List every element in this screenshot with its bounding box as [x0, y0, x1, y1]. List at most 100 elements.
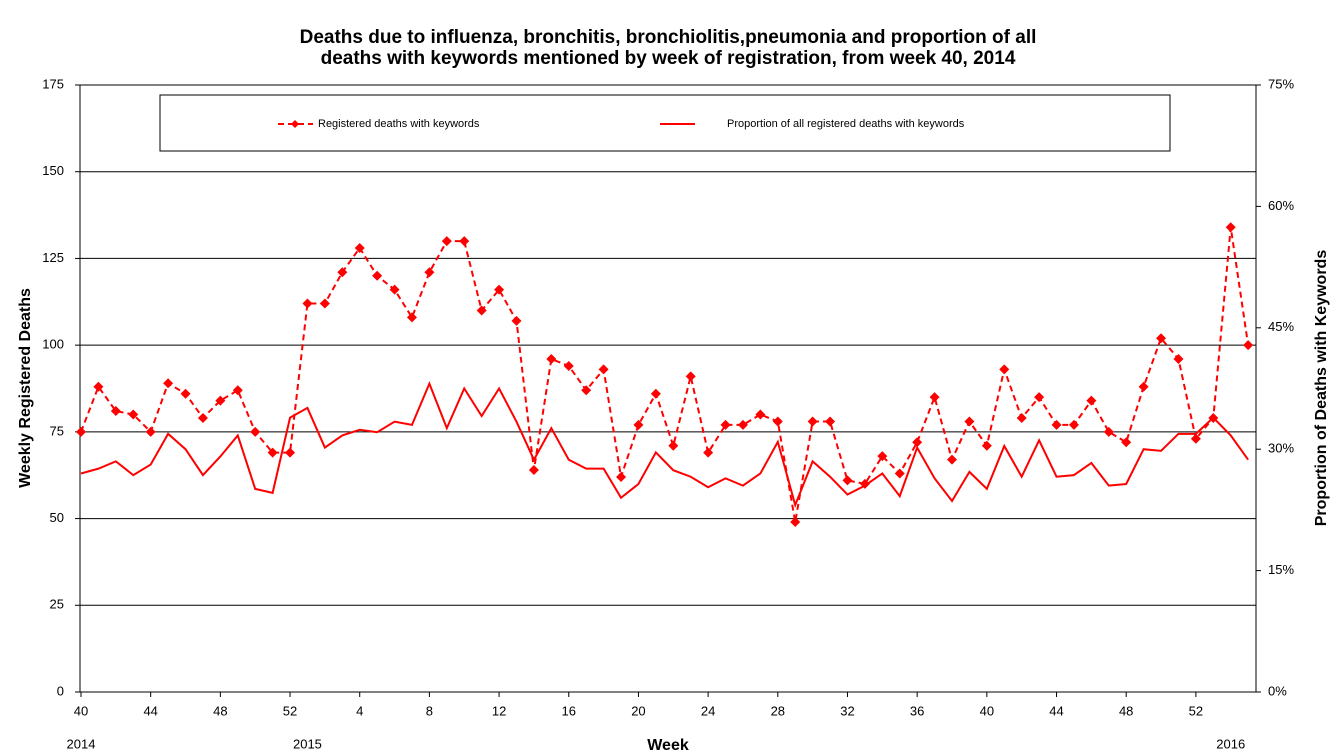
data-point: [1103, 426, 1114, 437]
data-point: [685, 371, 696, 382]
y-tick-label: 25: [50, 597, 64, 612]
data-point: [285, 447, 296, 458]
data-point: [633, 419, 644, 430]
data-point: [581, 385, 592, 396]
data-point: [93, 381, 104, 392]
x-tick-label: 40: [980, 703, 994, 718]
y-tick-label: 0: [57, 683, 64, 698]
x-tick-label: 20: [631, 703, 645, 718]
legend-label: Registered deaths with keywords: [318, 118, 480, 130]
y-axis-title: Weekly Registered Deaths: [17, 288, 34, 488]
data-point: [197, 412, 208, 423]
y2-tick-label: 60%: [1268, 198, 1294, 213]
legend-marker: [291, 120, 299, 128]
y-tick-label: 75: [50, 423, 64, 438]
data-point: [929, 392, 940, 403]
data-point: [703, 447, 714, 458]
data-point: [598, 364, 609, 375]
data-point: [215, 395, 226, 406]
year-label: 2016: [1216, 736, 1245, 751]
data-point: [337, 267, 348, 278]
x-tick-label: 52: [283, 703, 297, 718]
data-point: [1016, 412, 1027, 423]
data-point: [1243, 340, 1254, 351]
data-point: [476, 305, 487, 316]
data-point: [406, 312, 417, 323]
y-tick-label: 175: [42, 76, 64, 91]
data-point: [894, 468, 905, 479]
data-point: [1086, 395, 1097, 406]
x-tick-label: 48: [213, 703, 227, 718]
data-point: [76, 426, 86, 437]
data-point: [563, 360, 574, 371]
data-point: [981, 440, 992, 451]
y2-tick-label: 15%: [1268, 562, 1294, 577]
y-tick-label: 50: [50, 510, 64, 525]
data-point: [110, 406, 121, 417]
x-tick-label: 4: [356, 703, 363, 718]
year-label: 2015: [293, 736, 322, 751]
data-point: [250, 426, 261, 437]
y2-axis-title: Proportion of Deaths with Keywords: [1313, 250, 1330, 527]
data-point: [511, 315, 522, 326]
data-point: [546, 354, 557, 365]
year-label: 2014: [67, 736, 96, 751]
data-point: [528, 465, 539, 476]
data-point: [999, 364, 1010, 375]
data-point: [668, 440, 679, 451]
data-point: [302, 298, 313, 309]
data-point: [1190, 433, 1201, 444]
data-point: [964, 416, 975, 427]
data-point: [1225, 222, 1236, 233]
y2-tick-label: 45%: [1268, 319, 1294, 334]
data-point: [459, 236, 470, 247]
x-tick-label: 16: [562, 703, 576, 718]
data-point: [947, 454, 957, 465]
data-point: [842, 475, 853, 486]
data-point: [737, 419, 748, 430]
y2-tick-label: 0%: [1268, 683, 1287, 698]
data-point: [912, 437, 923, 448]
x-tick-label: 24: [701, 703, 715, 718]
data-point: [354, 243, 365, 254]
series-line: [80, 227, 1250, 523]
data-point: [372, 270, 383, 281]
data-point: [772, 416, 783, 427]
data-point: [389, 284, 400, 295]
y2-tick-label: 75%: [1268, 76, 1294, 91]
x-tick-label: 48: [1119, 703, 1133, 718]
data-point: [1034, 392, 1045, 403]
data-point: [1121, 437, 1132, 448]
data-point: [1173, 354, 1184, 365]
data-point: [1156, 333, 1167, 344]
data-point: [232, 385, 243, 396]
x-tick-label: 28: [771, 703, 785, 718]
x-tick-label: 32: [840, 703, 854, 718]
data-point: [180, 388, 191, 399]
data-point: [720, 419, 731, 430]
x-tick-label: 40: [74, 703, 88, 718]
data-point: [128, 409, 139, 420]
x-axis-title: Week: [647, 737, 689, 754]
data-point: [424, 267, 435, 278]
legend-label: Proportion of all registered deaths with…: [727, 118, 965, 130]
data-point: [650, 388, 661, 399]
data-point: [441, 236, 452, 247]
data-point: [319, 298, 330, 309]
x-tick-label: 36: [910, 703, 924, 718]
x-tick-label: 52: [1189, 703, 1203, 718]
data-point: [267, 447, 278, 458]
chart-title: deaths with keywords mentioned by week o…: [321, 48, 1016, 69]
x-tick-label: 44: [1049, 703, 1063, 718]
data-point: [145, 426, 156, 437]
data-point: [790, 517, 801, 528]
data-point: [163, 378, 174, 389]
chart-title: Deaths due to influenza, bronchitis, bro…: [300, 27, 1037, 48]
y2-tick-label: 30%: [1268, 441, 1294, 456]
data-point: [877, 451, 888, 462]
x-tick-label: 8: [426, 703, 433, 718]
data-point: [825, 416, 836, 427]
y-tick-label: 100: [42, 337, 64, 352]
data-point: [755, 409, 766, 420]
